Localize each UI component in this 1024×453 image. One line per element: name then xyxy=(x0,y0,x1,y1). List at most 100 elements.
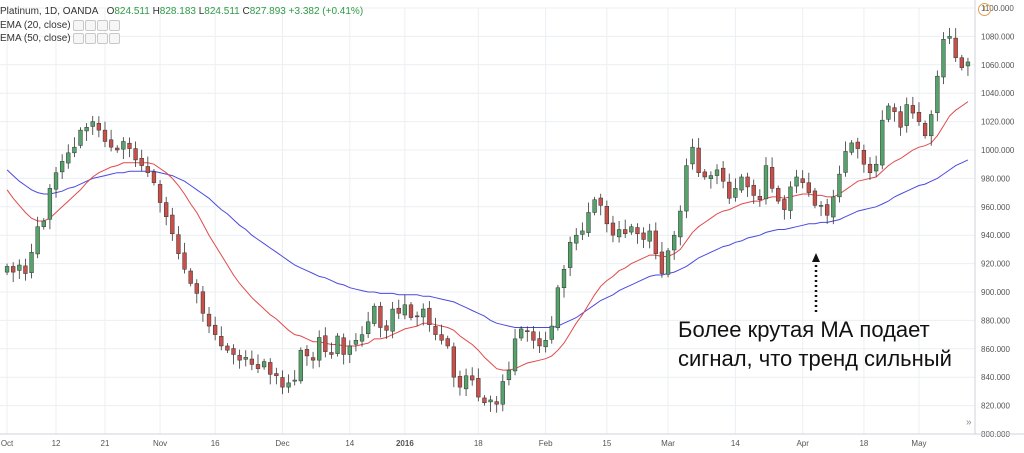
candle-body xyxy=(910,105,916,114)
candle-body xyxy=(531,331,536,341)
candle-body xyxy=(616,229,622,238)
candle-body xyxy=(880,119,885,166)
candle-body xyxy=(861,150,867,165)
candle-body xyxy=(892,107,897,112)
candle-body xyxy=(843,151,848,173)
candle-body xyxy=(274,373,279,377)
candle-body xyxy=(494,401,499,405)
candle-body xyxy=(384,325,389,331)
candle-body xyxy=(922,123,928,137)
candle-body xyxy=(684,165,689,212)
ema20-legend-label: EMA (20, close) xyxy=(0,20,71,31)
time-tick-label: 15 xyxy=(602,439,611,448)
time-tick-label: 14 xyxy=(345,439,354,448)
candle-body xyxy=(219,336,224,347)
candle-body xyxy=(23,265,28,274)
candle-body xyxy=(304,349,310,357)
price-tick-label: 1020.000 xyxy=(981,118,1015,127)
annotation-arrow xyxy=(812,253,820,312)
candle-body xyxy=(825,204,830,216)
eye-icon[interactable] xyxy=(73,32,85,44)
eye-icon[interactable] xyxy=(73,19,85,31)
ema50-legend-label: EMA (50, close) xyxy=(0,33,71,44)
price-tick-label: 920.000 xyxy=(981,260,1010,269)
candle-body xyxy=(84,127,89,132)
candle-body xyxy=(17,264,22,271)
candle-body xyxy=(482,397,487,404)
candle-body xyxy=(231,348,236,355)
candle-body xyxy=(194,283,199,294)
clock-icon[interactable] xyxy=(978,3,991,16)
time-tick-label: Dec xyxy=(275,439,289,448)
candle-body xyxy=(665,250,671,275)
candle-body xyxy=(170,214,175,235)
ema50-legend-row[interactable]: EMA (50, close) xyxy=(0,32,121,46)
low-label: L xyxy=(198,6,205,17)
time-tick-label: 16 xyxy=(211,439,220,448)
candle-body xyxy=(427,307,432,325)
more-icon[interactable] xyxy=(109,19,121,31)
candle-body xyxy=(164,202,169,217)
price-tick-label: 960.000 xyxy=(981,203,1010,212)
price-tick-label: 1000.000 xyxy=(981,146,1015,155)
price-tick-label: 1080.000 xyxy=(981,32,1015,41)
candle-body xyxy=(586,212,591,233)
candle-body xyxy=(451,346,456,378)
candle-body xyxy=(794,176,799,187)
ema20-legend-row[interactable]: EMA (20, close) xyxy=(0,19,121,33)
candle-body xyxy=(543,340,548,348)
candle-body xyxy=(378,305,383,328)
candle-body xyxy=(35,226,40,255)
ema50-layer xyxy=(6,159,969,328)
candle-body xyxy=(690,146,695,165)
candle-body xyxy=(341,337,346,355)
time-tick-label: 18 xyxy=(859,439,868,448)
time-tick-label: Apr xyxy=(796,439,809,448)
candle-body xyxy=(243,357,248,360)
candle-body xyxy=(929,114,934,137)
candle-body xyxy=(133,148,138,161)
candle-body xyxy=(366,321,371,334)
settings-icon[interactable] xyxy=(85,32,97,44)
settings-icon[interactable] xyxy=(85,19,97,31)
chart-legend: Platinum, 1D, OANDA O824.511 H828.183 L8… xyxy=(0,0,700,48)
candle-body xyxy=(457,376,463,388)
candle-body xyxy=(855,141,860,149)
candles-layer xyxy=(4,27,971,413)
candle-body xyxy=(402,304,408,316)
candle-body xyxy=(182,252,187,270)
candle-body xyxy=(72,146,77,154)
close-icon[interactable] xyxy=(97,19,109,31)
candle-body xyxy=(678,210,683,238)
candle-body xyxy=(598,197,603,206)
time-tick-label: 14 xyxy=(731,439,740,448)
price-axis[interactable]: 800.000820.000840.000860.000880.000900.0… xyxy=(974,0,1015,439)
candle-body xyxy=(476,378,481,398)
close-icon[interactable] xyxy=(97,32,109,44)
candle-body xyxy=(769,167,775,189)
price-tick-label: 900.000 xyxy=(981,288,1010,297)
candle-body xyxy=(329,352,334,355)
candle-body xyxy=(953,37,958,58)
high-value: 828.183 xyxy=(159,6,196,17)
scroll-to-latest-icon[interactable]: » xyxy=(966,417,972,428)
candle-body xyxy=(139,157,144,166)
time-axis[interactable]: Oct 12 21 Nov 16 Dec 14 2016 18 Feb 15 Mar 14 Apr 18 Ma… xyxy=(0,433,1024,448)
price-tick-label: 820.000 xyxy=(981,402,1010,411)
candle-body xyxy=(96,123,102,131)
candle-body xyxy=(390,308,395,332)
price-tick-label: 1060.000 xyxy=(981,61,1015,70)
price-tick-label: 840.000 xyxy=(981,373,1010,382)
time-tick-label: 2016 xyxy=(396,439,414,448)
open-value: 824.511 xyxy=(114,6,150,17)
high-label: H xyxy=(152,6,160,17)
candle-body xyxy=(255,364,261,369)
candle-body xyxy=(53,172,59,190)
price-tick-label: 1100.000 xyxy=(981,4,1014,13)
candle-body xyxy=(635,227,640,235)
more-icon[interactable] xyxy=(109,32,121,44)
candle-body xyxy=(567,242,573,268)
time-tick-label: 12 xyxy=(52,439,61,448)
candle-body xyxy=(90,121,95,127)
